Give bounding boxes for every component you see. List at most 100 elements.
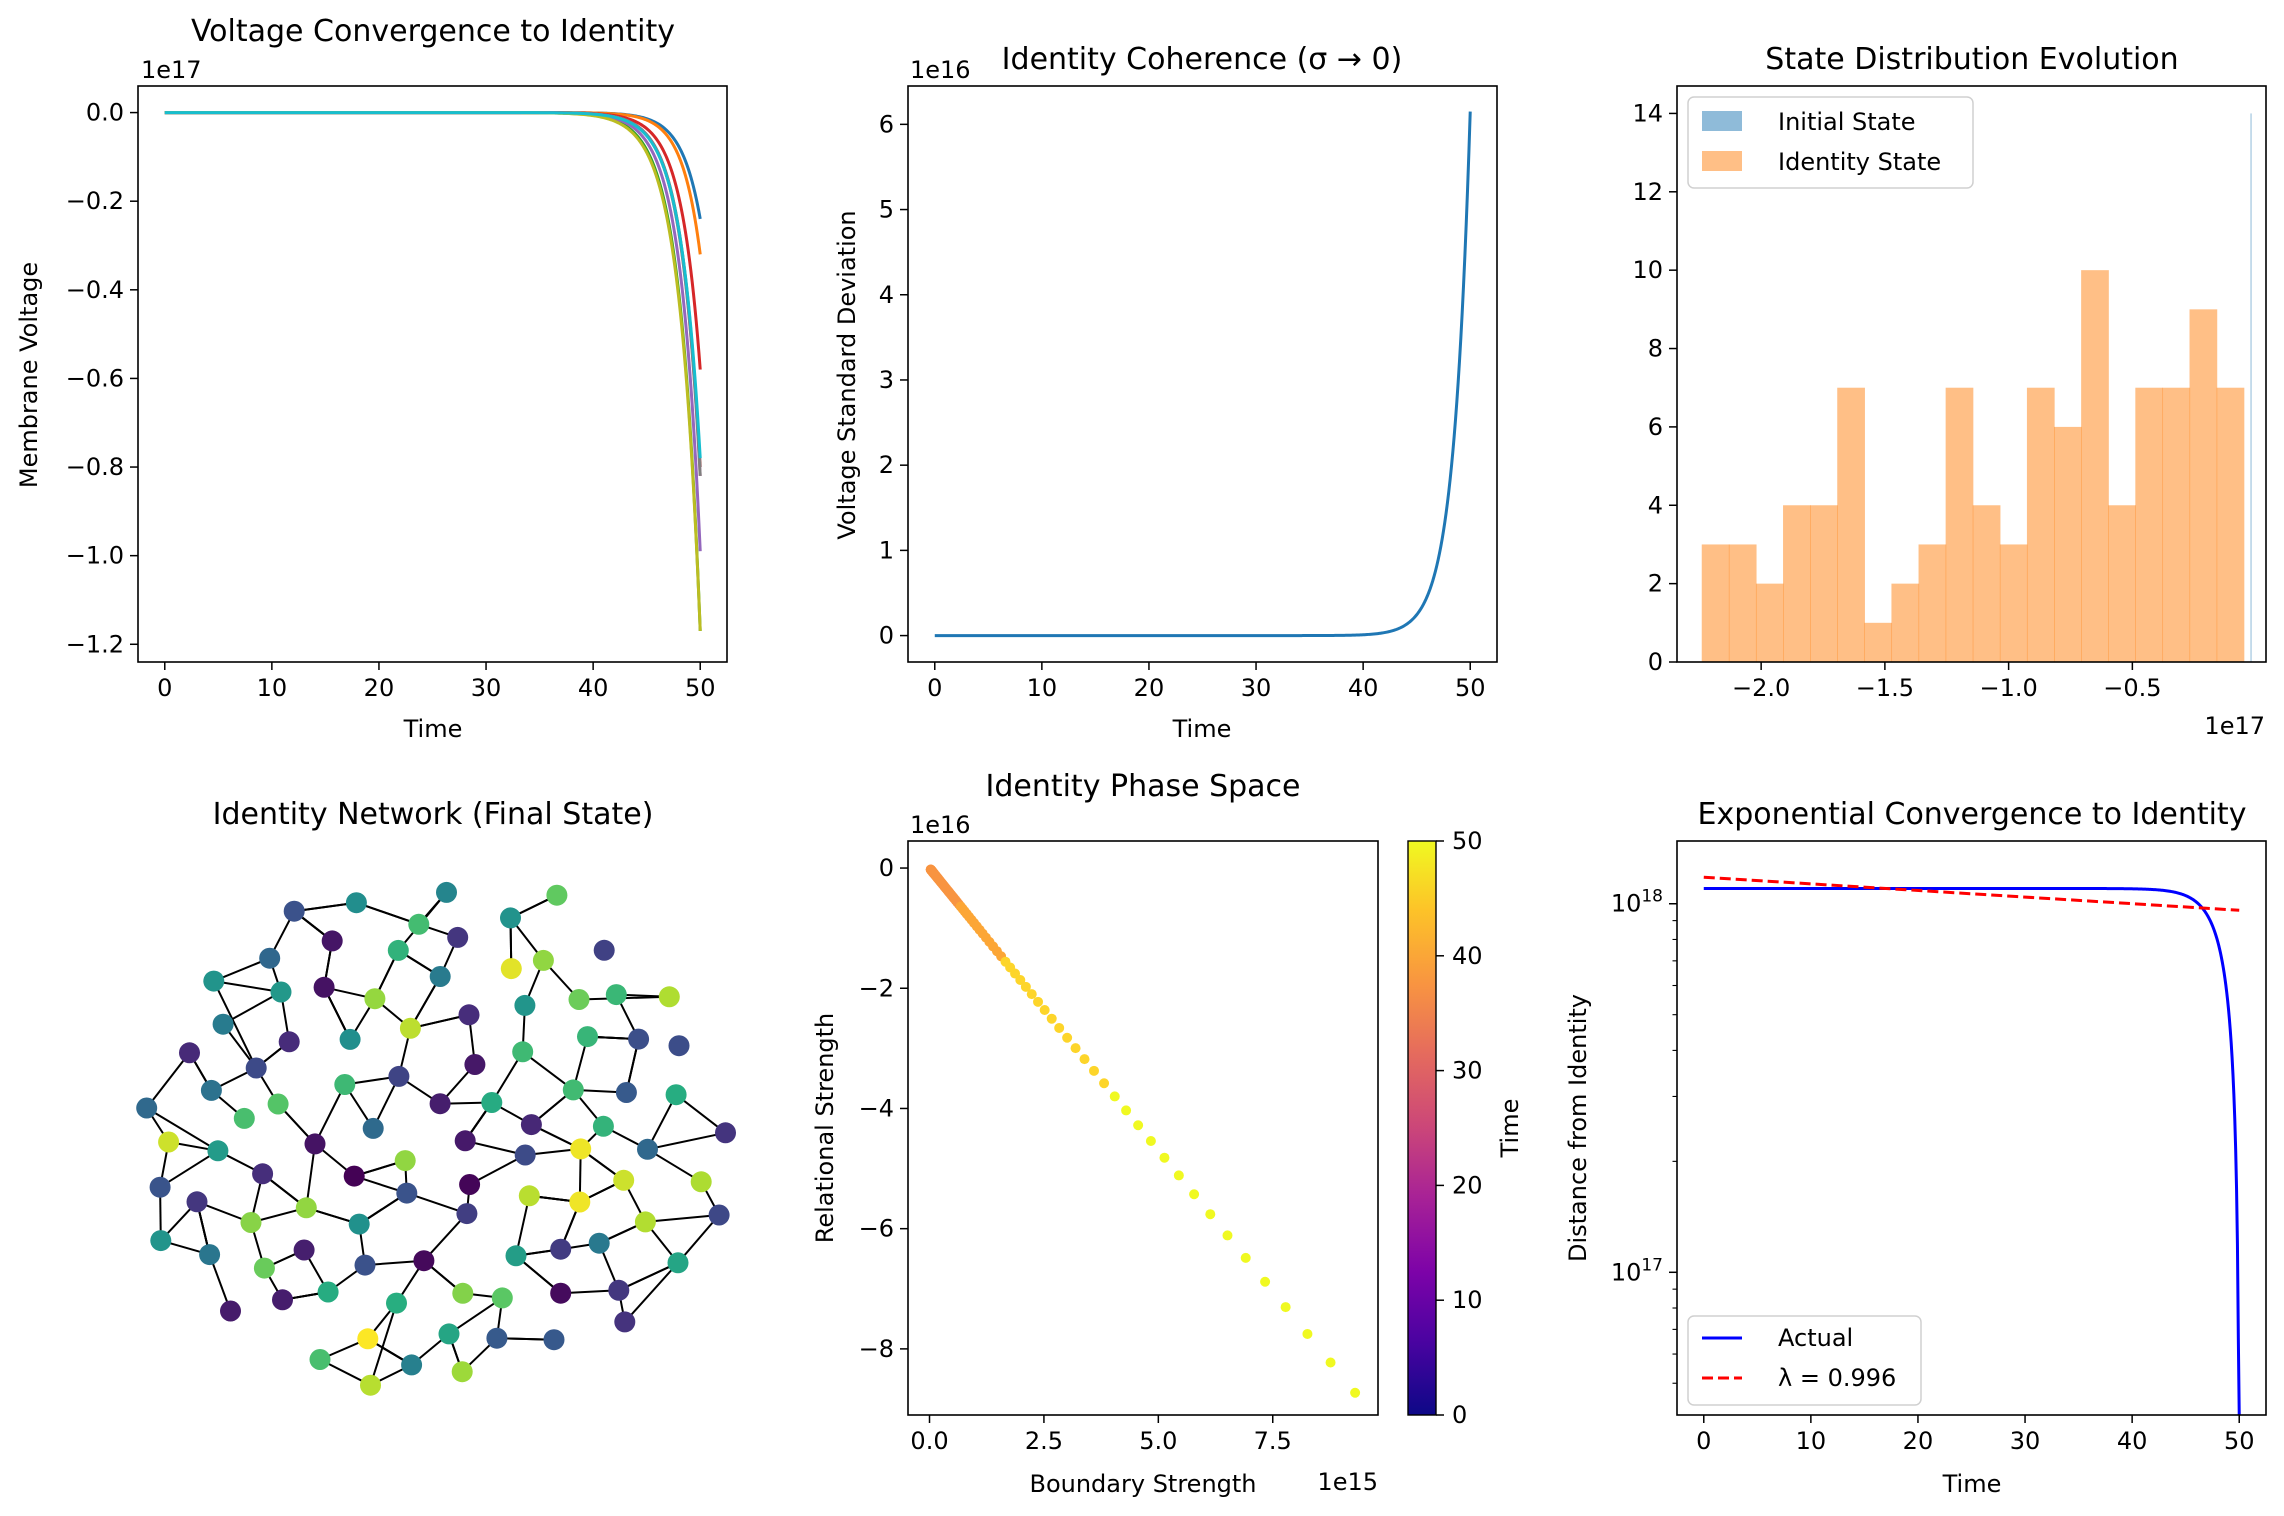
panel3-offset-label: 1e17: [2204, 712, 2265, 740]
panel5-x-offset-label: 1e15: [1317, 1468, 1378, 1496]
network-node: [436, 881, 457, 903]
panel5-ytick-label: −2: [859, 974, 894, 1002]
network-edge: [356, 901, 420, 926]
network-node: [452, 1282, 474, 1304]
network-node: [512, 1041, 534, 1063]
panel6-xtick-label: 10: [1796, 1427, 1827, 1455]
network-edge: [647, 1131, 726, 1151]
panel5-xtick-label: 0.0: [910, 1427, 948, 1455]
network-node: [345, 892, 367, 914]
phase-point: [1350, 1387, 1361, 1398]
legend-label-identity: Identity State: [1778, 148, 1941, 176]
network-node: [394, 1150, 416, 1172]
panel6-xtick-label: 0: [1696, 1427, 1711, 1455]
panel1-ytick-label: 0.0: [86, 99, 124, 127]
panel6-ytick-label: 1018: [1611, 887, 1663, 918]
phase-point: [1054, 1022, 1065, 1033]
identity-state-bar: [1891, 583, 1920, 662]
panel3-ytick-label: 2: [1648, 570, 1663, 598]
identity-state-bar: [1701, 544, 1730, 662]
network-edge: [677, 1214, 720, 1264]
panel3-ytick-label: 8: [1648, 335, 1663, 363]
network-edge: [146, 1107, 219, 1152]
panel-voltage-convergence: Voltage Convergence to Identity 1e17 Mem…: [15, 14, 728, 743]
panel3-xtick-label: −2.0: [1732, 674, 1790, 702]
network-node: [486, 1327, 508, 1349]
panel3-ytick-label: 14: [1632, 99, 1663, 127]
panel1-xtick-label: 20: [364, 674, 395, 702]
network-node: [429, 966, 451, 987]
network-node: [386, 1292, 407, 1314]
network-node: [220, 1300, 241, 1322]
phase-point: [1189, 1189, 1200, 1200]
network-node: [203, 970, 225, 992]
network-node: [615, 1082, 637, 1103]
panel3-ytick-label: 4: [1648, 491, 1663, 519]
fit-distance-line: [1703, 875, 2240, 912]
network-node: [360, 1374, 381, 1396]
identity-state-bar: [1864, 622, 1893, 662]
panel1-xtick-label: 0: [157, 674, 172, 702]
panel1-offset-label: 1e17: [141, 56, 202, 84]
panel1-ytick-label: −0.8: [66, 453, 124, 481]
identity-state-bar: [1945, 387, 1974, 662]
network-edge: [212, 980, 258, 1069]
network-node: [520, 1114, 542, 1136]
network-node: [295, 1197, 317, 1219]
network-node: [388, 1065, 410, 1087]
network-node: [608, 1279, 630, 1301]
identity-state-bar: [2054, 426, 2082, 662]
network-node: [569, 1191, 591, 1213]
identity-state-bar: [1783, 505, 1811, 662]
panel6-xlabel: Time: [1942, 1470, 2002, 1498]
network-node: [454, 1130, 476, 1152]
network-node: [514, 994, 536, 1016]
network-node: [500, 958, 522, 980]
phase-point: [1070, 1043, 1081, 1054]
panel1-ytick-label: −1.2: [66, 630, 124, 658]
panel2-xlabel: Time: [1172, 715, 1232, 743]
network-node: [614, 1311, 636, 1333]
network-node: [272, 1289, 293, 1311]
panel-state-distribution: State Distribution Evolution 1e17 −2.0 −1…: [1632, 42, 2267, 740]
network-node: [577, 1026, 598, 1048]
network-node: [500, 907, 521, 929]
panel6-xtick-label: 20: [1903, 1427, 1934, 1455]
network-node: [505, 1245, 527, 1267]
identity-state-bar: [1837, 387, 1865, 662]
panel2-ytick-label: 6: [879, 110, 894, 138]
colorbar: [1407, 840, 1437, 1416]
network-node: [562, 1079, 584, 1101]
network-node: [715, 1122, 736, 1144]
identity-state-bar: [1999, 544, 2028, 662]
legend-swatch-initial: [1702, 111, 1742, 131]
identity-state-bar: [2162, 387, 2191, 662]
network-edge: [645, 1214, 720, 1223]
initial-state-bar: [2250, 113, 2252, 662]
panel1-frame: [137, 85, 728, 663]
network-node: [233, 1107, 255, 1129]
colorbar-tick-label: 30: [1452, 1057, 1483, 1085]
phase-point: [1302, 1328, 1313, 1339]
network-node: [546, 884, 568, 906]
network-node: [399, 1017, 421, 1039]
network-node: [605, 984, 627, 1006]
network-node: [593, 939, 615, 961]
panel5-ytick-label: −4: [859, 1094, 894, 1122]
network-edge: [369, 1302, 398, 1386]
voltage-series-line-5: [164, 111, 702, 468]
panel5-xtick-label: 2.5: [1025, 1427, 1063, 1455]
panel3-title: State Distribution Evolution: [1765, 42, 2178, 77]
network-node: [592, 1115, 614, 1137]
panel4-title: Identity Network (Final State): [213, 797, 654, 832]
phase-point: [1325, 1357, 1336, 1368]
panel6-xtick-label: 30: [2010, 1427, 2041, 1455]
colorbar-tick-label: 10: [1452, 1286, 1483, 1314]
panel5-ytick-label: 0: [879, 854, 894, 882]
panel-identity-network: Identity Network (Final State): [136, 797, 736, 1396]
phase-point: [1205, 1209, 1216, 1220]
panel5-ytick-label: −8: [859, 1335, 894, 1363]
panel3-frame: [1676, 85, 2267, 663]
panel6-ytick-label: 1017: [1611, 1255, 1663, 1286]
panel3-xtick-label: −0.5: [2103, 674, 2161, 702]
